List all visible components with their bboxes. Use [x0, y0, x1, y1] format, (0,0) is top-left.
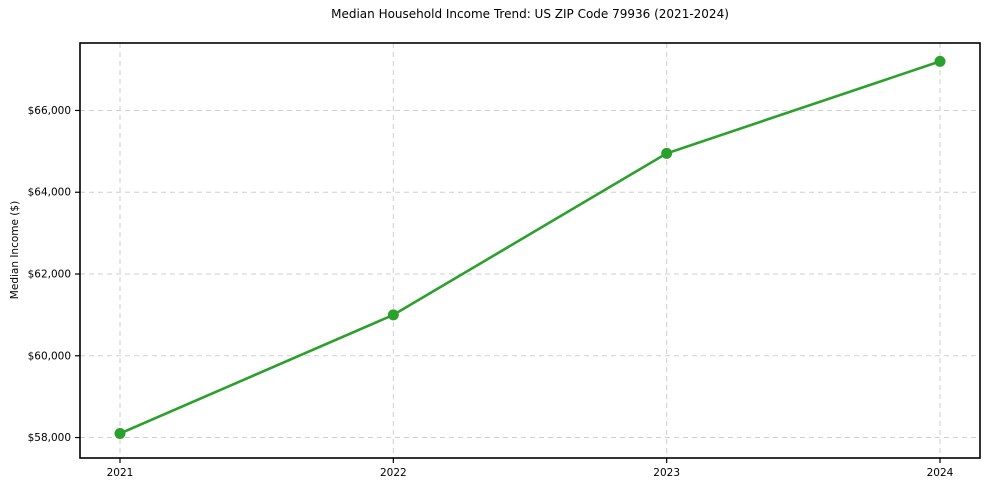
data-line [118, 60, 942, 435]
axes-frame [79, 42, 981, 459]
y-tick-label: $64,000 [28, 187, 71, 199]
y-tick-label: $66,000 [28, 105, 71, 117]
x-tick-label: 2024 [927, 467, 954, 479]
data-point [114, 427, 126, 439]
y-tick-label: $60,000 [28, 350, 71, 362]
data-point [387, 309, 399, 321]
x-tick-label: 2021 [107, 467, 134, 479]
x-tick-label: 2023 [653, 467, 680, 479]
y-tick-label: $58,000 [28, 432, 71, 444]
data-point [661, 147, 673, 159]
data-point [934, 55, 946, 67]
x-tick-label: 2022 [380, 467, 407, 479]
y-tick-label: $62,000 [28, 269, 71, 281]
chart-title: Median Household Income Trend: US ZIP Co… [331, 7, 729, 21]
